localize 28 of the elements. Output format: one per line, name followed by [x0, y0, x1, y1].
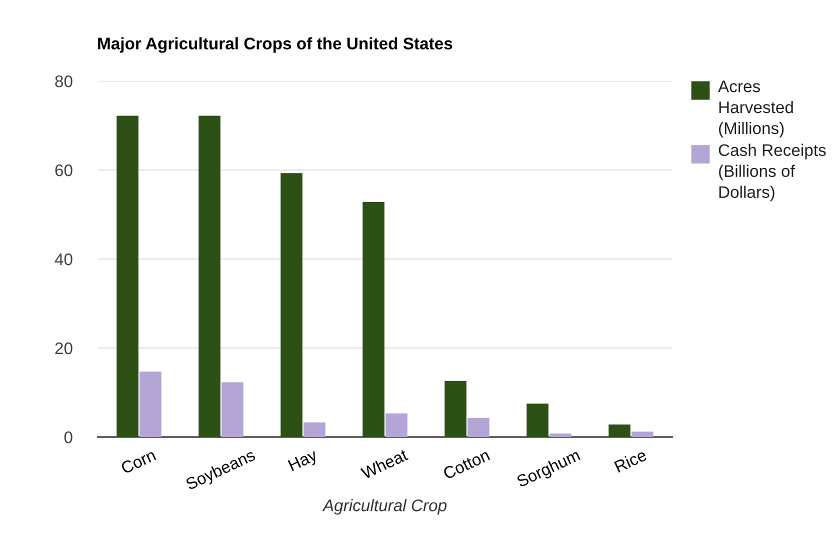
bar — [362, 202, 384, 437]
bar — [608, 424, 630, 437]
bar — [280, 173, 302, 437]
bar — [632, 432, 654, 437]
bar — [116, 116, 138, 437]
x-tick-label: Corn — [120, 448, 156, 474]
bar — [198, 116, 220, 437]
bar — [222, 382, 244, 437]
x-tick-label: Cotton — [442, 448, 490, 480]
x-tick-label: Rice — [614, 448, 648, 473]
legend-label: Acres Harvested (Millions) — [718, 80, 793, 138]
y-tick-label: 80 — [55, 75, 72, 88]
y-tick-label: 20 — [55, 342, 72, 354]
bar — [550, 433, 572, 437]
y-tick-label: 0 — [64, 431, 72, 444]
x-axis-title: Agricultural Crop — [322, 499, 447, 515]
x-tick-label: Hay — [288, 448, 320, 474]
bar — [444, 380, 466, 437]
bar — [386, 413, 408, 437]
bar — [304, 422, 326, 437]
chart-title: Major Agricultural Crops of the United States — [98, 37, 452, 53]
y-tick-label: 40 — [54, 253, 72, 266]
legend-label: Cash Receipts (Billions of Dollars) — [718, 144, 826, 202]
x-tick-label: Wheat — [360, 448, 409, 480]
y-tick-label: 60 — [55, 164, 72, 176]
bar — [526, 404, 548, 437]
bar — [140, 372, 162, 437]
bar — [468, 418, 490, 437]
